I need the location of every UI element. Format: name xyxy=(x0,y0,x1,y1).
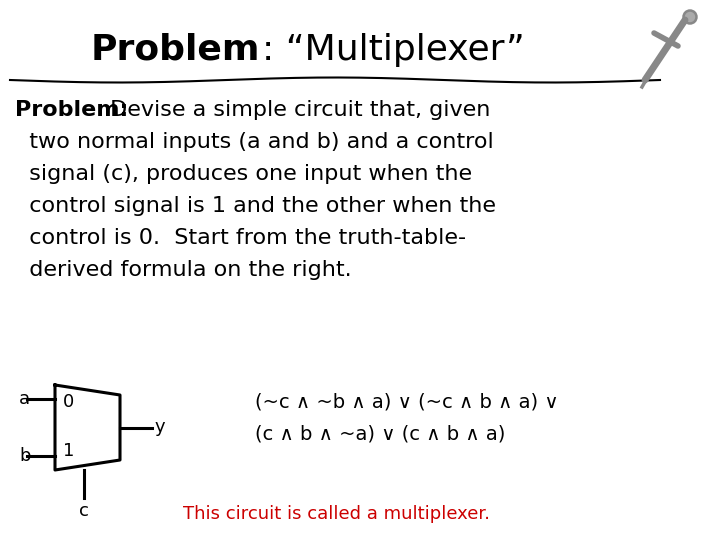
Text: b: b xyxy=(19,447,30,465)
Text: 0: 0 xyxy=(63,393,74,411)
Text: a: a xyxy=(19,390,30,408)
Text: control is 0.  Start from the truth-table-: control is 0. Start from the truth-table… xyxy=(15,228,466,248)
Text: (~c ∧ ~b ∧ a) ∨ (~c ∧ b ∧ a) ∨: (~c ∧ ~b ∧ a) ∨ (~c ∧ b ∧ a) ∨ xyxy=(255,393,559,412)
Text: two normal inputs (a and b) and a control: two normal inputs (a and b) and a contro… xyxy=(15,132,494,152)
Text: (c ∧ b ∧ ~a) ∨ (c ∧ b ∧ a): (c ∧ b ∧ ~a) ∨ (c ∧ b ∧ a) xyxy=(255,425,505,444)
Text: This circuit is called a multiplexer.: This circuit is called a multiplexer. xyxy=(183,505,490,523)
Text: derived formula on the right.: derived formula on the right. xyxy=(15,260,351,280)
Text: 1: 1 xyxy=(63,442,74,460)
Text: Problem:: Problem: xyxy=(15,100,128,120)
Text: y: y xyxy=(155,418,166,436)
Text: signal (c), produces one input when the: signal (c), produces one input when the xyxy=(15,164,472,184)
Text: : “Multiplexer”: : “Multiplexer” xyxy=(262,33,525,67)
Text: c: c xyxy=(79,502,89,520)
Text: Problem: Problem xyxy=(91,33,260,67)
Circle shape xyxy=(685,12,695,22)
Text: Devise a simple circuit that, given: Devise a simple circuit that, given xyxy=(103,100,490,120)
Text: control signal is 1 and the other when the: control signal is 1 and the other when t… xyxy=(15,196,496,216)
